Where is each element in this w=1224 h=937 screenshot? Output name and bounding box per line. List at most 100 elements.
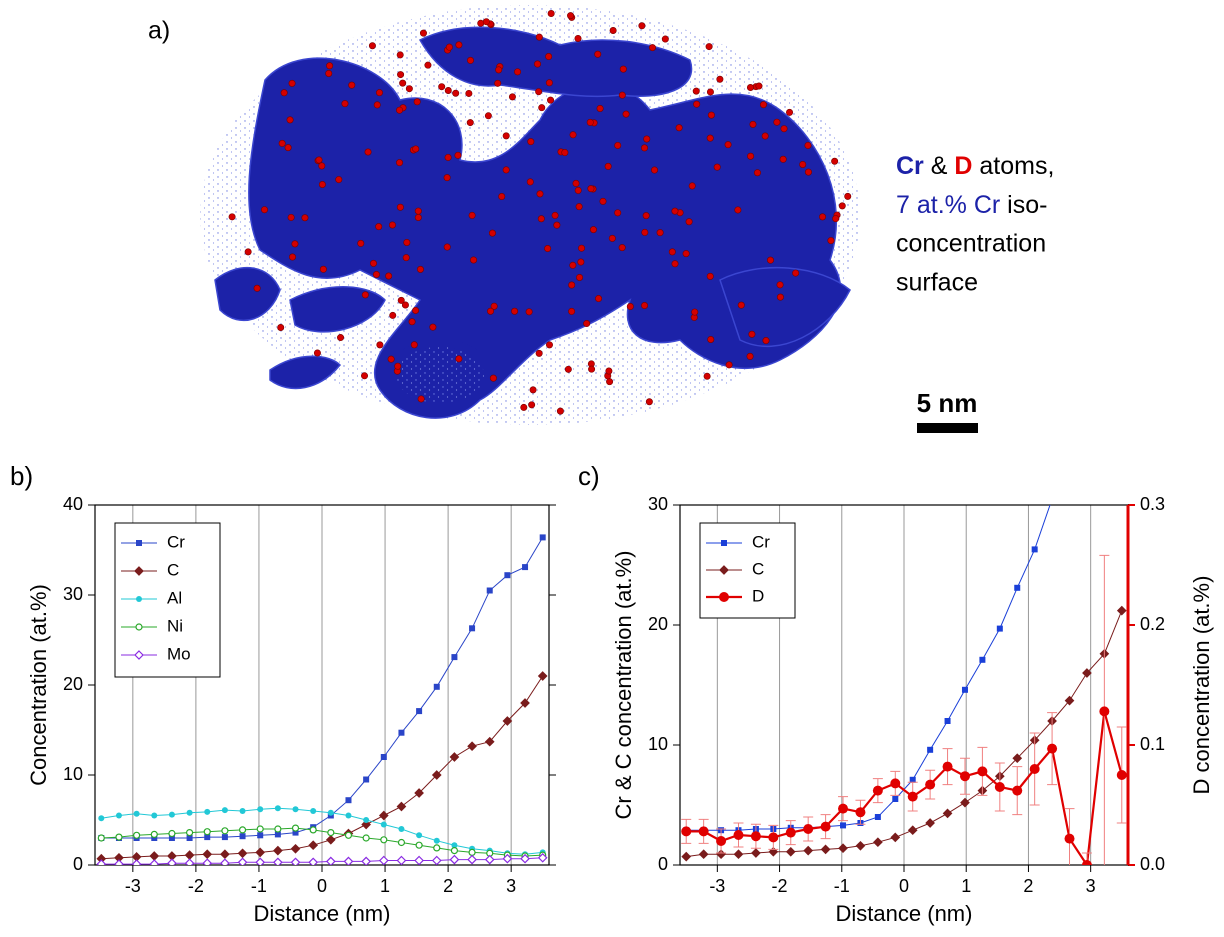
d-atom bbox=[482, 18, 490, 26]
marker bbox=[433, 683, 440, 690]
d-atom bbox=[685, 218, 693, 226]
d-atom bbox=[608, 234, 616, 242]
d-atom bbox=[838, 202, 846, 210]
d-atom bbox=[746, 352, 754, 360]
marker bbox=[133, 831, 141, 839]
d-atom bbox=[705, 43, 713, 51]
marker bbox=[273, 845, 283, 856]
legend: Cr CD bbox=[699, 522, 796, 619]
d-atom bbox=[286, 116, 294, 124]
y-tick-label: 30 bbox=[63, 584, 83, 604]
error-bar bbox=[1081, 852, 1092, 865]
d-atom bbox=[599, 197, 607, 205]
d-atom bbox=[675, 124, 683, 132]
marker bbox=[960, 797, 970, 808]
legend-label: C bbox=[167, 560, 179, 579]
marker bbox=[1116, 605, 1127, 616]
d-atom bbox=[280, 89, 288, 97]
d-atom bbox=[397, 296, 405, 304]
marker bbox=[927, 746, 934, 753]
d-atom bbox=[671, 260, 679, 268]
d-atom bbox=[661, 35, 669, 43]
marker bbox=[134, 650, 144, 660]
marker bbox=[719, 592, 729, 602]
marker bbox=[733, 830, 744, 840]
y-axis-title: Cr & C concentration (at.%) bbox=[611, 551, 636, 820]
legend-label: D bbox=[752, 586, 764, 605]
marker bbox=[237, 848, 248, 859]
marker bbox=[97, 834, 105, 842]
d-atom bbox=[373, 101, 381, 109]
d-atom bbox=[606, 378, 614, 386]
d-atom bbox=[361, 291, 369, 299]
marker bbox=[150, 830, 158, 839]
marker bbox=[185, 828, 194, 837]
marker bbox=[537, 852, 548, 863]
legend-text: surface bbox=[896, 269, 978, 297]
marker bbox=[363, 817, 370, 823]
marker bbox=[450, 846, 459, 855]
d-atom bbox=[399, 79, 407, 87]
y2-axis-title: D concentration (at.%) bbox=[1189, 576, 1214, 795]
marker bbox=[820, 844, 831, 855]
marker bbox=[467, 854, 477, 865]
d-atom bbox=[348, 81, 356, 89]
d-atom bbox=[804, 141, 812, 149]
marker bbox=[431, 855, 442, 865]
marker bbox=[721, 540, 727, 546]
marker bbox=[855, 807, 866, 818]
d-atom bbox=[619, 65, 627, 73]
marker bbox=[344, 831, 353, 839]
d-atom bbox=[827, 237, 835, 245]
d-atom bbox=[688, 182, 696, 190]
d-atom bbox=[645, 398, 653, 406]
d-atom bbox=[648, 44, 656, 52]
marker bbox=[115, 833, 123, 841]
marker bbox=[184, 858, 195, 865]
marker bbox=[537, 671, 548, 681]
x-tick-label: 3 bbox=[1086, 876, 1096, 896]
d-atom bbox=[583, 320, 591, 328]
d-atom bbox=[410, 341, 418, 349]
d-atom bbox=[403, 238, 411, 246]
legend-label: Mo bbox=[167, 644, 191, 663]
marker bbox=[539, 534, 546, 541]
cr-level: 7 at.% Cr bbox=[896, 191, 1000, 219]
marker bbox=[133, 810, 140, 817]
d-atom bbox=[228, 213, 236, 221]
marker bbox=[255, 857, 266, 865]
marker bbox=[451, 654, 458, 661]
iso-label: iso- bbox=[1007, 191, 1047, 219]
marker bbox=[308, 840, 319, 851]
marker bbox=[502, 853, 513, 864]
marker bbox=[325, 834, 336, 845]
x-tick-label: -1 bbox=[834, 876, 850, 896]
d-atom bbox=[614, 209, 622, 217]
marker bbox=[751, 848, 761, 858]
d-atom bbox=[489, 374, 497, 382]
d-atom bbox=[375, 223, 383, 231]
marker bbox=[977, 766, 988, 777]
d-atom bbox=[746, 84, 754, 92]
marker bbox=[416, 832, 423, 839]
marker bbox=[186, 835, 193, 841]
d-atom bbox=[651, 166, 659, 174]
amp: & bbox=[931, 152, 948, 180]
d-atom bbox=[755, 82, 763, 90]
d-atom bbox=[318, 181, 326, 189]
marker bbox=[115, 812, 122, 819]
marker bbox=[431, 770, 442, 780]
atom-cloud bbox=[388, 339, 492, 411]
marker bbox=[942, 761, 953, 772]
marker bbox=[1047, 743, 1058, 754]
d-atom bbox=[416, 265, 424, 273]
marker bbox=[1029, 764, 1040, 774]
marker bbox=[290, 857, 301, 865]
d-atom bbox=[586, 118, 594, 126]
d-atom bbox=[766, 256, 774, 264]
marker bbox=[785, 827, 796, 838]
d-atom bbox=[799, 160, 807, 168]
d-atom bbox=[536, 190, 544, 198]
